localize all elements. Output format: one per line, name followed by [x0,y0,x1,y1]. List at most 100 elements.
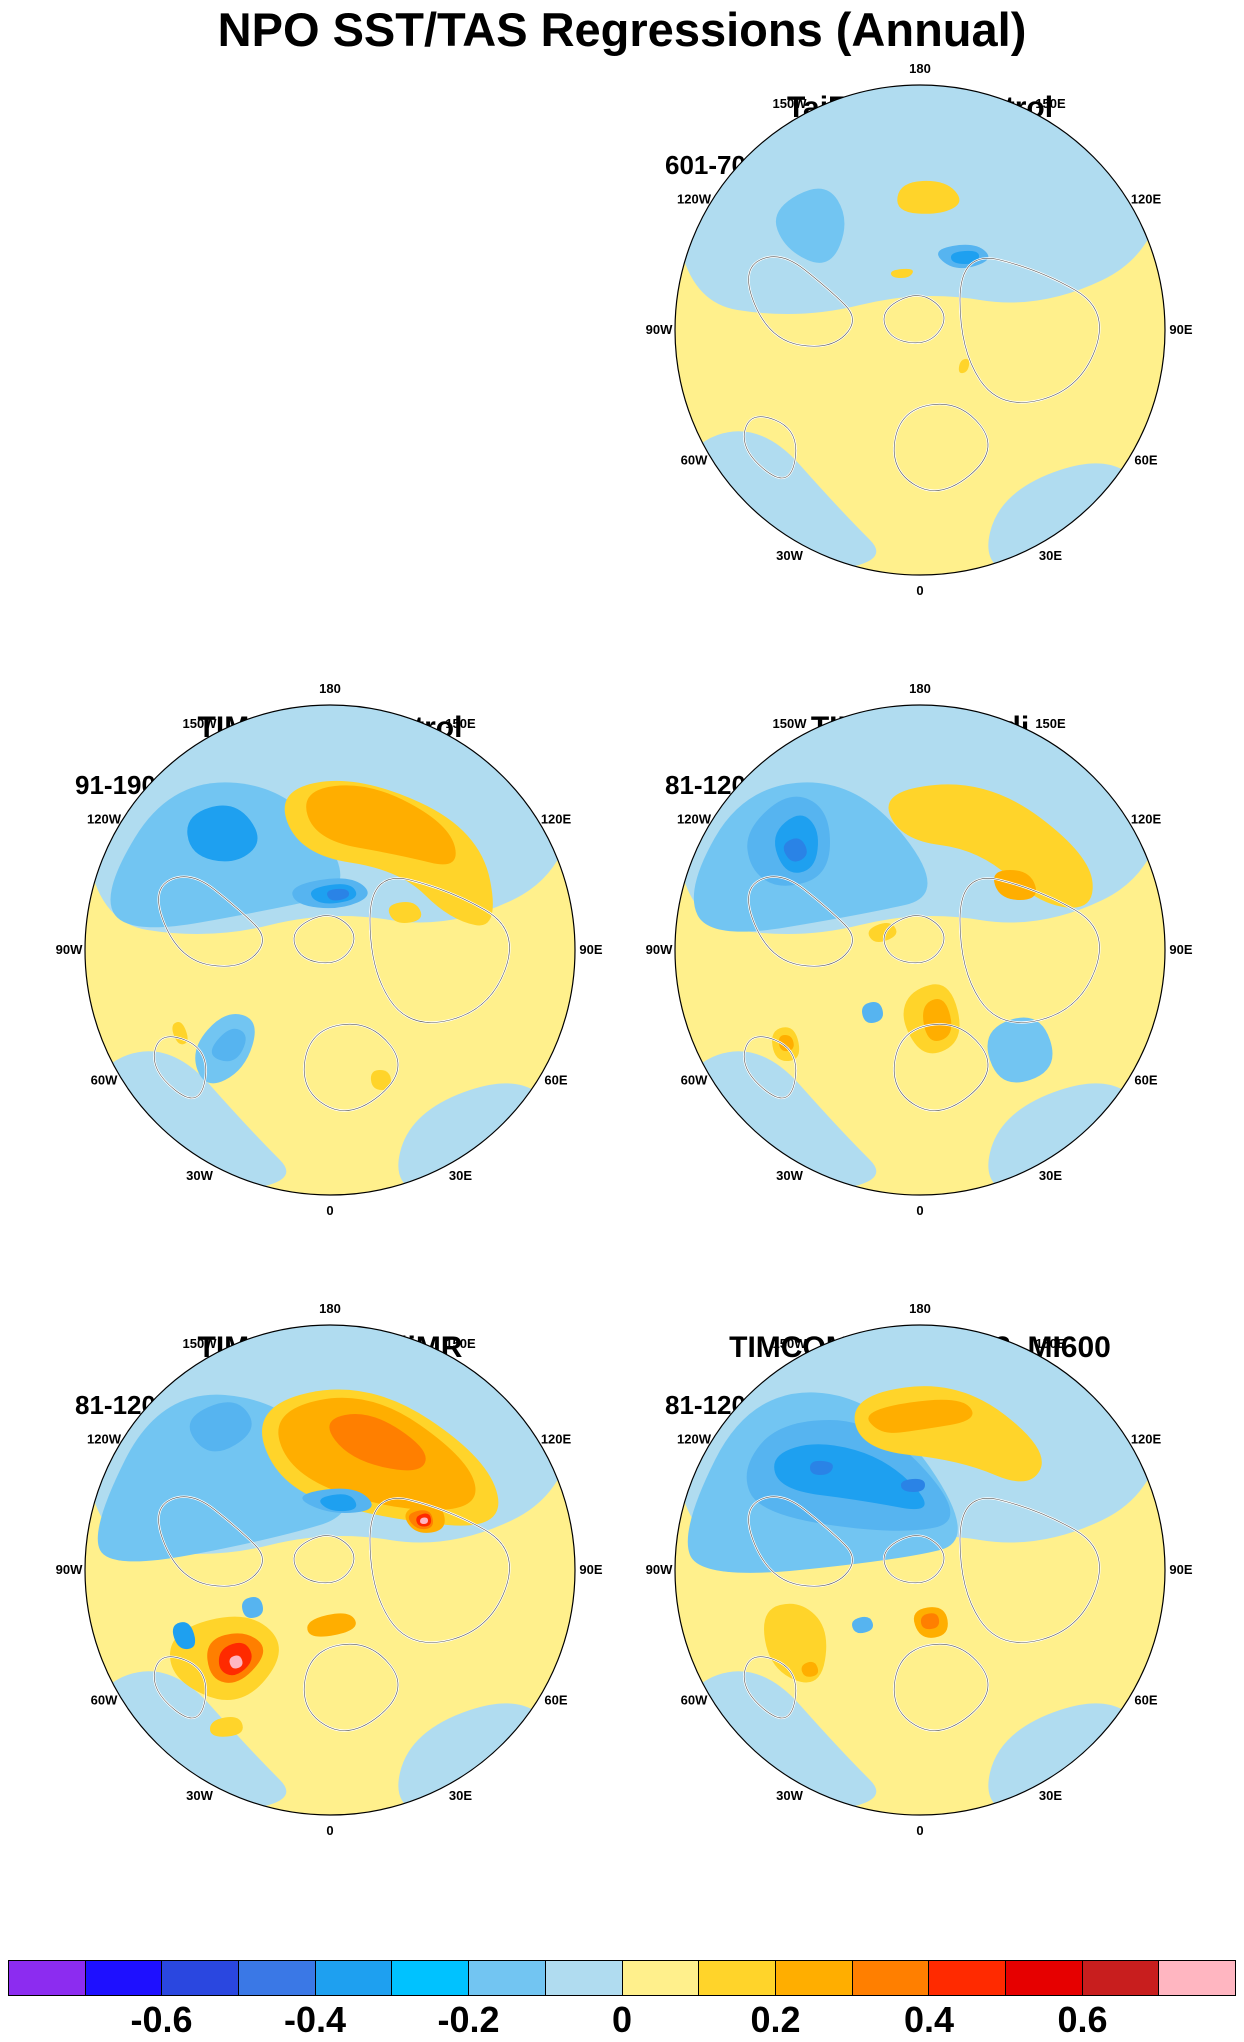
longitude-label: 120E [1131,192,1162,207]
colorbar-tick-label: -0.2 [437,1999,500,2040]
longitude-label: 120E [1131,812,1162,827]
colorbar-tick-label: 0.6 [1057,1999,1108,2040]
polar-map: 180 150E 120E 90E 60E 30E 0 30W 60W 90W 120W 150W [646,61,1193,598]
coastline [743,1036,797,1099]
longitude-label: 30W [776,1168,803,1183]
colorbar-swatch [1082,1961,1160,1995]
anomaly-contour [388,902,422,923]
coastline [748,876,853,967]
coastline [883,915,945,964]
longitude-label: 90E [579,942,602,957]
colorbar-swatch [699,1961,776,1995]
coastline [369,1498,510,1643]
anomaly-contour [210,1717,243,1737]
coastline [893,1643,989,1731]
longitude-label: 30W [776,548,803,563]
coastline [369,878,510,1023]
anomaly-contour [320,1494,357,1512]
longitude-label: 150W [773,716,808,731]
colorbar-swatch [392,1961,470,1995]
longitude-label: 60E [544,1073,567,1088]
longitude-label: 30E [449,1168,472,1183]
colorbar-swatch [315,1961,393,1995]
longitude-label: 30W [186,1788,213,1803]
polar-map: 180 150E 120E 90E 60E 30E 0 30W 60W 90W 120W 150W [56,1301,603,1838]
longitude-label: 150E [1035,96,1066,111]
colorbar-swatch [622,1961,700,1995]
longitude-label: 0 [916,1203,923,1218]
colorbar-swatch [1159,1961,1235,1995]
longitude-label: 0 [326,1823,333,1838]
longitude-label: 120W [677,192,712,207]
figure-title: NPO SST/TAS Regressions (Annual) [217,3,1027,56]
longitude-label: 30W [776,1788,803,1803]
longitude-label: 30E [1039,1168,1062,1183]
colorbar-swatch [469,1961,546,1995]
map-border [674,1324,1166,1816]
longitude-label: 150W [183,716,218,731]
anomaly-contour [307,1613,356,1637]
longitude-label: 180 [909,681,931,696]
longitude-label: 180 [909,1301,931,1316]
colorbar-tick-label: -0.4 [283,1999,347,2040]
longitude-label: 150W [773,1336,808,1351]
longitude-label: 90E [1169,1562,1192,1577]
longitude-label: 60W [91,1073,118,1088]
anomaly-contour [370,1070,392,1090]
longitude-label: 150E [445,716,476,731]
anomaly-contour [306,785,456,865]
coastline [893,1023,989,1111]
anomaly-contour [783,838,807,862]
longitude-label: 150E [445,1336,476,1351]
anomaly-contour [229,1655,243,1669]
anomaly-contour [890,268,913,278]
longitude-label: 180 [319,681,341,696]
anomaly-contour [923,999,952,1041]
panel-timcom-pi-adj: TIMCOM-pi_adj 81-120 180150E120E90E60E30… [620,681,1220,1330]
polar-map: 180 150E 120E 90E 60E 30E 0 30W 60W 90W 120W 150W [646,1301,1193,1838]
longitude-label: 30E [1039,1788,1062,1803]
longitude-label: 90W [56,1562,83,1577]
colorbar-swatch [9,1961,86,1995]
colorbar-swatch [1005,1961,1083,1995]
coastline [959,258,1100,403]
anomaly-contour [950,250,980,264]
anomaly-contour [189,1402,252,1452]
colorbar-tick-label: 0.4 [903,1999,955,2040]
coastline [748,256,853,347]
longitude-label: 60E [1134,1693,1157,1708]
longitude-label: 90W [646,322,673,337]
longitude-label: 120W [87,812,122,827]
polar-map: 180 150E 120E 90E 60E 30E 0 30W 60W 90W 120W 150W [646,681,1193,1218]
longitude-label: 60W [681,1073,708,1088]
colorbar-tick-label: -0.6 [130,1999,193,2040]
longitude-label: 90E [1169,942,1192,957]
longitude-label: 30W [186,1168,213,1183]
colorbar [8,1960,1236,1996]
coastline [743,416,797,479]
anomaly-contour [172,1622,196,1650]
map-border [674,704,1166,1196]
anomaly-contour [242,1597,263,1618]
longitude-label: 90E [1169,322,1192,337]
coastline [158,1496,263,1587]
coastline [303,1023,399,1111]
longitude-label: 60W [91,1693,118,1708]
longitude-label: 180 [319,1301,341,1316]
longitude-label: 30E [1039,548,1062,563]
coastline [883,295,945,344]
anomaly-contour [778,1035,794,1052]
longitude-label: 90W [646,942,673,957]
longitude-label: 0 [916,1823,923,1838]
anomaly-contour [801,1661,819,1677]
longitude-label: 0 [916,583,923,598]
polar-map: 180 150E 120E 90E 60E 30E 0 30W 60W 90W 120W 150W [56,681,603,1218]
anomaly-contour [862,1002,883,1023]
colorbar-tick-label: 0.2 [750,1999,801,2040]
coastline [158,876,263,967]
longitude-label: 60W [681,1693,708,1708]
coastline [303,1643,399,1731]
anomaly-contour [987,1017,1053,1083]
longitude-label: 90W [56,942,83,957]
anomaly-contour [774,1444,925,1510]
